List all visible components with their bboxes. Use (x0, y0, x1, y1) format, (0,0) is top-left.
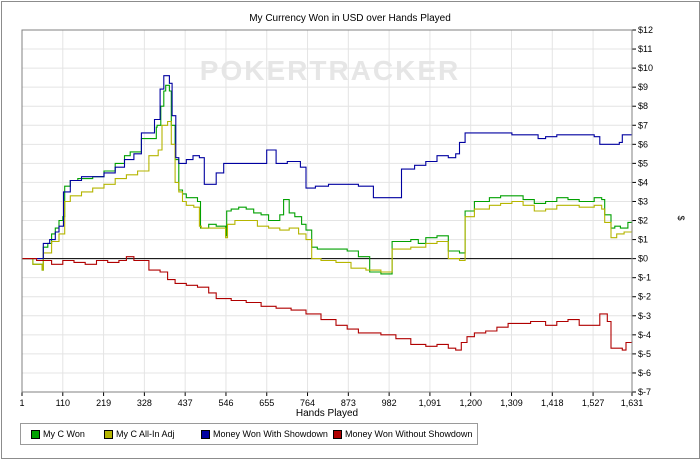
watermark: POKERTRACKER (200, 55, 460, 86)
plot-border (21, 29, 633, 393)
x-tick-label: 982 (382, 398, 397, 408)
x-axis-label: Hands Played (296, 408, 358, 419)
y-tick-label: $5 (638, 158, 648, 168)
series-layer (22, 75, 633, 351)
legend-swatch (31, 429, 40, 439)
legend-item-all-in-adj[interactable]: My C All-In Adj (104, 428, 175, 440)
plot-area (22, 30, 632, 392)
legend-item-my-c-won[interactable]: My C Won (31, 428, 85, 440)
y-axis-label: $ (676, 215, 686, 220)
axis-layer: 1 110 219 328 437 546 655 764 873 982 1,091 1,200 1,… (19, 25, 653, 408)
y-tick-label: $3 (638, 196, 648, 206)
y-tick-label: $0 (638, 254, 648, 264)
legend-swatch (333, 429, 342, 439)
legend: My C Won My C All-In Adj Money Won With … (20, 423, 478, 445)
legend-label: Money Won With Showdown (213, 429, 328, 439)
y-tick-label: $8 (638, 101, 648, 111)
legend-item-without-showdown[interactable]: Money Won Without Showdown (333, 428, 472, 440)
y-tick-label: $-6 (638, 368, 651, 378)
y-tick-label: $4 (638, 177, 648, 187)
x-tick-label: 219 (96, 398, 111, 408)
x-tick-label: 1,309 (500, 398, 523, 408)
y-tick-label: $7 (638, 120, 648, 130)
series-line (22, 120, 633, 273)
x-tick-label: 873 (341, 398, 356, 408)
y-tick-label: $6 (638, 139, 648, 149)
x-tick-label: 546 (218, 398, 233, 408)
chart-title: My Currency Won in USD over Hands Played (249, 13, 451, 24)
x-tick-label: 1,091 (419, 398, 442, 408)
x-tick-label: 1,631 (621, 398, 644, 408)
x-tick-label: 437 (178, 398, 193, 408)
x-tick-label: 1 (19, 398, 24, 408)
y-tick-label: $1 (638, 235, 648, 245)
x-tick-label: 655 (259, 398, 274, 408)
x-tick-label: 764 (300, 398, 315, 408)
legend-item-with-showdown[interactable]: Money Won With Showdown (201, 428, 328, 440)
y-tick-label: $9 (638, 82, 648, 92)
y-tick-label: $-3 (638, 311, 651, 321)
legend-label: Money Won Without Showdown (345, 429, 473, 439)
x-tick-label: 110 (56, 398, 70, 408)
x-tick-label: 1,418 (541, 398, 564, 408)
legend-swatch (104, 429, 113, 439)
series-line (22, 75, 633, 260)
y-tick-label: $-4 (638, 330, 651, 340)
y-tick-label: $-2 (638, 292, 651, 302)
y-tick-label: $-5 (638, 349, 651, 359)
y-tick-label: $10 (638, 63, 653, 73)
y-tick-label: $11 (638, 44, 652, 54)
legend-swatch (201, 429, 210, 439)
x-tick-label: 1,527 (582, 398, 605, 408)
series-line (22, 256, 633, 351)
y-tick-label: $-7 (638, 387, 651, 397)
y-tick-label: $2 (638, 216, 648, 226)
series-line (22, 84, 633, 275)
x-tick-label: 1,200 (459, 398, 482, 408)
legend-label: My C All-In Adj (116, 429, 175, 439)
y-tick-label: $12 (638, 25, 653, 35)
legend-label: My C Won (43, 429, 85, 439)
x-tick-label: 328 (137, 398, 152, 408)
y-tick-label: $-1 (638, 273, 651, 283)
